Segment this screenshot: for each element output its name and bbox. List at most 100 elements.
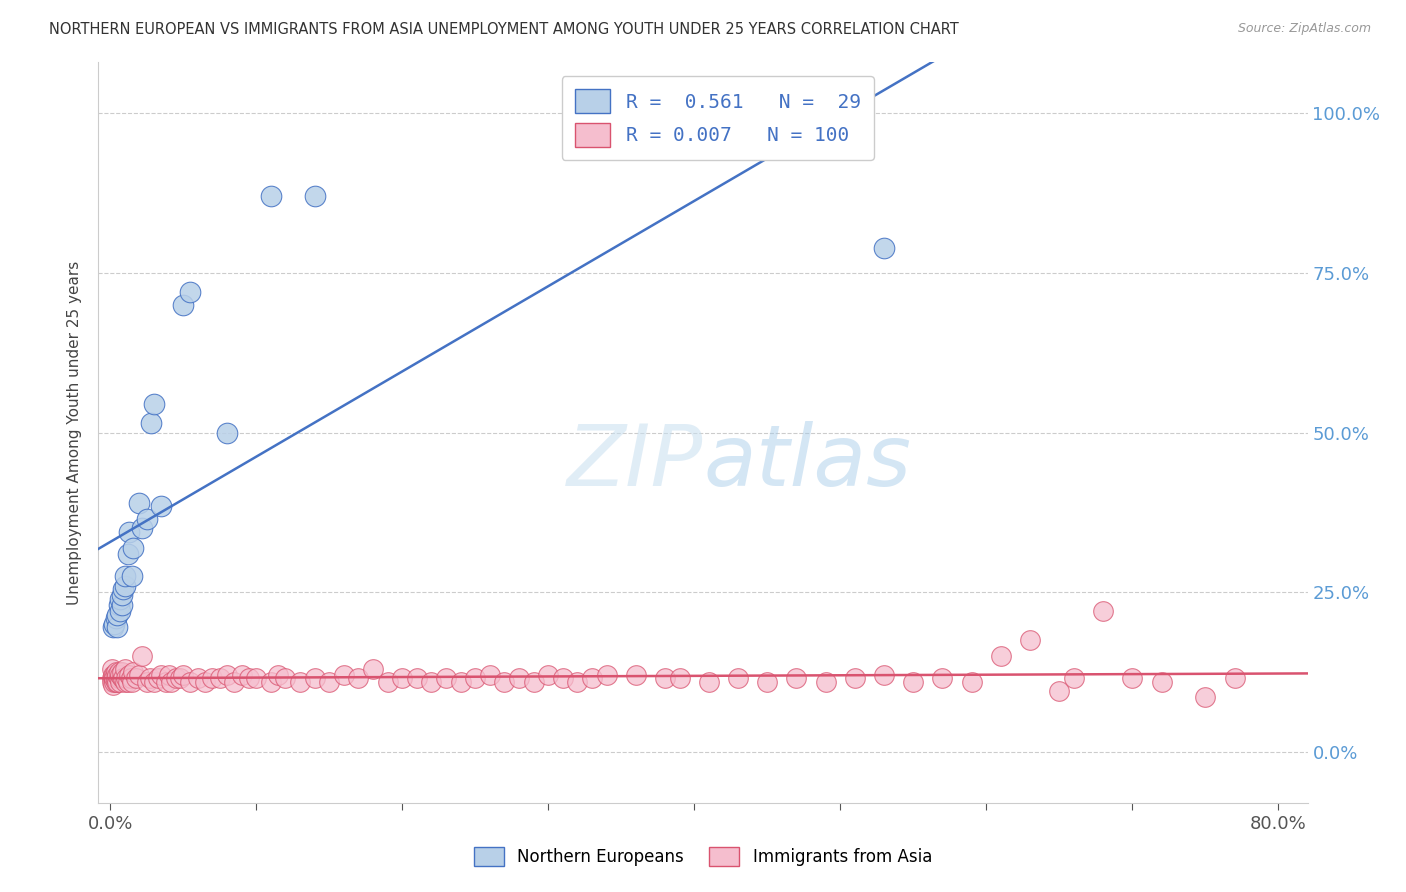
Point — [100, 662, 122, 676]
Point — [107, 668, 129, 682]
Point — [101, 671, 124, 685]
Point — [108, 671, 131, 685]
Legend: Northern Europeans, Immigrants from Asia: Northern Europeans, Immigrants from Asia — [465, 838, 941, 875]
Point — [231, 668, 253, 682]
Point — [551, 671, 574, 685]
Point — [122, 541, 145, 555]
Point — [194, 674, 217, 689]
Point — [104, 611, 127, 625]
Point — [138, 671, 160, 685]
Point — [1063, 671, 1085, 685]
Point — [135, 674, 157, 689]
Point — [107, 620, 129, 634]
Point — [101, 668, 124, 682]
Point — [142, 674, 165, 689]
Point — [103, 674, 125, 689]
Point — [135, 512, 157, 526]
Point — [508, 671, 530, 685]
Point — [155, 674, 177, 689]
Point — [103, 668, 125, 682]
Point — [131, 648, 153, 663]
Point — [260, 674, 283, 689]
Point — [118, 524, 141, 539]
Point — [347, 671, 370, 685]
Point — [101, 678, 124, 692]
Point — [110, 591, 132, 606]
Point — [111, 671, 134, 685]
Point — [727, 671, 749, 685]
Y-axis label: Unemployment Among Youth under 25 years: Unemployment Among Youth under 25 years — [67, 260, 83, 605]
Point — [148, 671, 170, 685]
Point — [117, 674, 139, 689]
Point — [332, 668, 354, 682]
Point — [103, 671, 125, 685]
Point — [420, 674, 443, 689]
Point — [107, 674, 129, 689]
Point — [111, 588, 134, 602]
Point — [157, 668, 180, 682]
Point — [668, 671, 690, 685]
Point — [274, 671, 297, 685]
Point — [120, 671, 142, 685]
Point — [114, 674, 136, 689]
Point — [450, 674, 472, 689]
Point — [238, 671, 260, 685]
Point — [1092, 604, 1115, 618]
Text: ZIP: ZIP — [567, 421, 703, 504]
Text: NORTHERN EUROPEAN VS IMMIGRANTS FROM ASIA UNEMPLOYMENT AMONG YOUTH UNDER 25 YEAR: NORTHERN EUROPEAN VS IMMIGRANTS FROM ASI… — [49, 22, 959, 37]
Point — [139, 416, 162, 430]
Point — [110, 668, 132, 682]
Point — [931, 671, 953, 685]
Point — [108, 665, 131, 679]
Point — [224, 674, 246, 689]
Point — [142, 397, 165, 411]
Point — [1019, 633, 1042, 648]
Point — [108, 598, 131, 612]
Point — [114, 569, 136, 583]
Point — [104, 671, 127, 685]
Point — [122, 665, 145, 679]
Point — [405, 671, 427, 685]
Point — [434, 671, 457, 685]
Point — [814, 674, 837, 689]
Point — [172, 298, 194, 312]
Point — [100, 671, 122, 685]
Point — [478, 668, 501, 682]
Point — [150, 668, 173, 682]
Point — [304, 671, 326, 685]
Point — [110, 604, 132, 618]
Point — [169, 671, 191, 685]
Point — [873, 668, 896, 682]
Legend: R =  0.561   N =  29, R = 0.007   N = 100: R = 0.561 N = 29, R = 0.007 N = 100 — [561, 76, 875, 161]
Point — [165, 671, 187, 685]
Point — [131, 521, 153, 535]
Point — [391, 671, 413, 685]
Point — [112, 671, 135, 685]
Point — [844, 671, 866, 685]
Point — [990, 648, 1012, 663]
Point — [128, 668, 150, 682]
Point — [785, 671, 807, 685]
Point — [114, 662, 136, 676]
Point — [215, 425, 238, 440]
Point — [179, 285, 201, 300]
Point — [654, 671, 676, 685]
Text: Source: ZipAtlas.com: Source: ZipAtlas.com — [1237, 22, 1371, 36]
Point — [160, 674, 183, 689]
Point — [1121, 671, 1143, 685]
Point — [125, 671, 148, 685]
Point — [121, 569, 143, 583]
Point — [1047, 684, 1070, 698]
Point — [873, 240, 896, 255]
Point — [377, 674, 399, 689]
Point — [581, 671, 603, 685]
Point — [318, 674, 340, 689]
Point — [115, 671, 138, 685]
Point — [1150, 674, 1173, 689]
Point — [128, 496, 150, 510]
Point — [101, 620, 124, 634]
Point — [112, 582, 135, 596]
Point — [697, 674, 720, 689]
Point — [756, 674, 779, 689]
Point — [114, 579, 136, 593]
